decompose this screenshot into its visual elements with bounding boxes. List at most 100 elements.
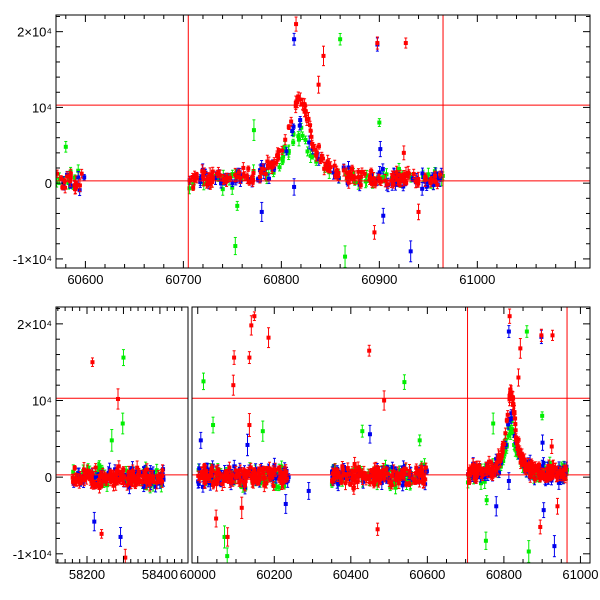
data-point xyxy=(509,419,514,424)
data-point xyxy=(435,182,440,187)
data-point xyxy=(346,180,351,185)
data-point-green xyxy=(508,424,513,435)
data-point-red xyxy=(405,172,410,180)
data-point-green xyxy=(280,157,285,165)
data-point xyxy=(426,172,431,177)
data-point xyxy=(286,149,291,154)
data-point xyxy=(373,180,378,185)
x-tick-label: 61000 xyxy=(459,272,495,287)
data-point-red xyxy=(356,168,361,176)
data-point xyxy=(194,172,199,177)
data-point-green xyxy=(235,200,240,211)
data-point xyxy=(416,209,421,214)
data-point xyxy=(428,179,433,184)
data-point xyxy=(420,186,425,191)
data-point xyxy=(259,209,264,214)
data-point-red xyxy=(415,177,420,188)
data-point xyxy=(221,176,226,181)
data-point-red xyxy=(60,184,65,191)
data-point-red xyxy=(111,469,116,479)
data-point xyxy=(314,153,319,158)
data-point xyxy=(416,177,421,182)
data-point-red xyxy=(321,45,326,67)
data-point xyxy=(547,460,552,465)
data-point xyxy=(56,171,60,176)
data-point xyxy=(300,133,305,138)
data-point-blue xyxy=(408,240,413,263)
data-point xyxy=(351,171,356,176)
data-point-red xyxy=(286,124,291,130)
data-point xyxy=(72,183,77,188)
data-point xyxy=(323,163,328,168)
data-point-red xyxy=(373,177,378,187)
data-point-red xyxy=(375,36,380,50)
y-tick-label: -1×10⁴ xyxy=(13,252,52,267)
data-point xyxy=(388,485,393,490)
data-point xyxy=(123,555,128,560)
data-point xyxy=(121,355,126,360)
data-point-red xyxy=(228,173,233,183)
data-point xyxy=(369,169,374,174)
data-point xyxy=(373,182,378,187)
data-point-blue xyxy=(298,115,303,125)
data-point-red xyxy=(294,16,299,32)
data-point xyxy=(276,485,281,490)
data-point-green xyxy=(491,412,496,435)
data-point-red xyxy=(283,134,288,146)
data-point xyxy=(102,473,107,478)
data-point xyxy=(99,531,104,536)
data-point-red xyxy=(221,173,226,184)
data-point-green xyxy=(251,119,256,141)
data-point-red xyxy=(115,388,120,410)
data-point xyxy=(259,163,264,168)
data-point xyxy=(286,125,291,130)
data-point xyxy=(75,182,80,187)
data-point-green xyxy=(296,131,301,142)
data-point xyxy=(300,102,305,107)
data-point xyxy=(247,180,252,185)
data-point-red xyxy=(332,159,337,172)
data-point-blue xyxy=(292,32,297,46)
data-point xyxy=(65,174,70,179)
data-point xyxy=(111,472,116,477)
data-point xyxy=(280,158,285,163)
data-point xyxy=(147,482,152,487)
data-point xyxy=(245,175,250,180)
data-point xyxy=(423,176,428,181)
data-point xyxy=(93,482,98,487)
data-point-red xyxy=(121,466,126,473)
data-point xyxy=(498,464,503,469)
data-point xyxy=(274,484,279,489)
data-point xyxy=(72,465,77,470)
data-point xyxy=(314,159,319,164)
y-tick-label: 2×10⁴ xyxy=(17,25,52,40)
data-point-red xyxy=(309,130,314,144)
data-point xyxy=(392,481,397,486)
data-point-red xyxy=(205,172,210,186)
data-point-green xyxy=(360,424,365,438)
data-point xyxy=(135,465,140,470)
data-point-red xyxy=(258,166,263,178)
data-point-green xyxy=(260,420,265,442)
data-point xyxy=(349,175,354,180)
data-point xyxy=(191,181,196,186)
data-point xyxy=(484,498,489,503)
data-point xyxy=(280,148,285,153)
data-point xyxy=(356,169,361,174)
axes-frame xyxy=(55,306,189,564)
data-point xyxy=(333,173,338,178)
data-point xyxy=(63,144,68,149)
data-point-red xyxy=(84,471,89,485)
data-point xyxy=(272,166,277,171)
data-point xyxy=(76,471,81,476)
data-point xyxy=(408,249,413,254)
data-point xyxy=(281,154,286,159)
data-point xyxy=(284,149,289,154)
data-point xyxy=(133,478,138,483)
x-tick-label: 58400 xyxy=(142,567,178,582)
data-point-green xyxy=(524,325,529,338)
data-point xyxy=(88,473,93,478)
data-point-red xyxy=(250,174,255,181)
data-point xyxy=(118,477,123,482)
